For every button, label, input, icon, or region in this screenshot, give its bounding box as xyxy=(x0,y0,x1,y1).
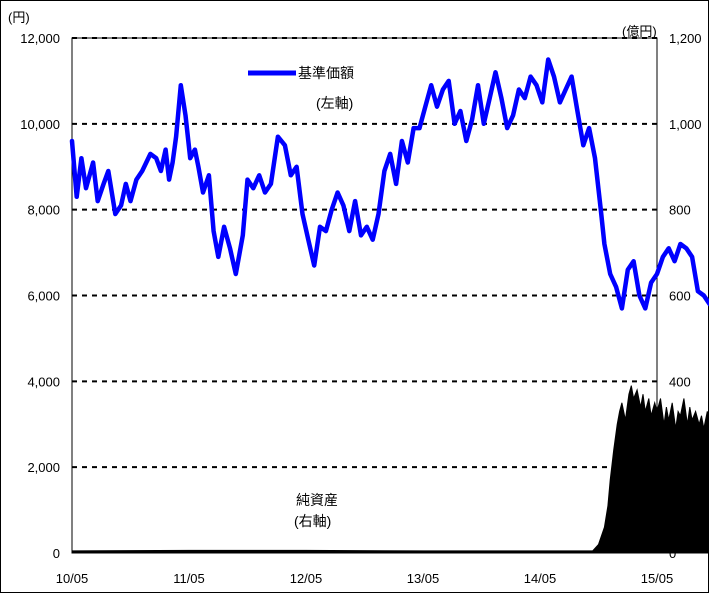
left-tick-label: 8,000 xyxy=(27,203,60,218)
legend-nav-axis-note: (左軸) xyxy=(316,95,353,111)
net-assets-series xyxy=(71,385,709,554)
right-tick-label: 400 xyxy=(669,374,691,389)
right-tick-label: 200 xyxy=(669,460,691,475)
right-tick-label: 1,000 xyxy=(669,117,702,132)
legend-net-assets: 純資産 (右軸) xyxy=(294,492,338,529)
x-tick-label: 13/05 xyxy=(407,571,440,586)
x-tick-label: 10/05 xyxy=(56,571,89,586)
right-tick-label: 600 xyxy=(669,289,691,304)
x-tick-label: 14/05 xyxy=(524,571,557,586)
legend-nav-label: 基準価額 xyxy=(298,65,354,81)
legend-net-assets-axis-note: (右軸) xyxy=(294,513,331,529)
nav-line xyxy=(69,57,709,311)
x-tick-label: 11/05 xyxy=(173,571,205,586)
legend-nav: 基準価額 (左軸) xyxy=(248,65,354,111)
left-tick-label: 4,000 xyxy=(27,374,60,389)
left-tick-label: 2,000 xyxy=(27,460,60,475)
grid-lines xyxy=(72,37,657,469)
left-axis-unit: (円) xyxy=(8,10,30,25)
nav-series xyxy=(69,57,709,311)
right-tick-label: 800 xyxy=(669,203,691,218)
right-axis-ticks: 1,200 1,000 800 600 400 200 0 xyxy=(669,31,702,561)
x-axis-ticks: 10/05 11/05 12/05 13/05 14/05 15/05 xyxy=(56,571,674,586)
right-tick-label: 0 xyxy=(669,546,676,561)
legend-net-assets-label: 純資産 xyxy=(296,492,338,508)
right-axis-unit: (億円) xyxy=(622,24,657,39)
left-tick-label: 10,000 xyxy=(20,117,60,132)
right-tick-label: 1,200 xyxy=(669,31,702,46)
left-tick-label: 0 xyxy=(53,546,60,561)
x-tick-label: 12/05 xyxy=(290,571,323,586)
left-tick-label: 6,000 xyxy=(27,289,60,304)
left-tick-label: 12,000 xyxy=(20,31,60,46)
left-axis-ticks: 12,000 10,000 8,000 6,000 4,000 2,000 0 xyxy=(20,31,60,561)
net-assets-area xyxy=(71,385,709,554)
x-tick-label: 15/05 xyxy=(641,571,674,586)
